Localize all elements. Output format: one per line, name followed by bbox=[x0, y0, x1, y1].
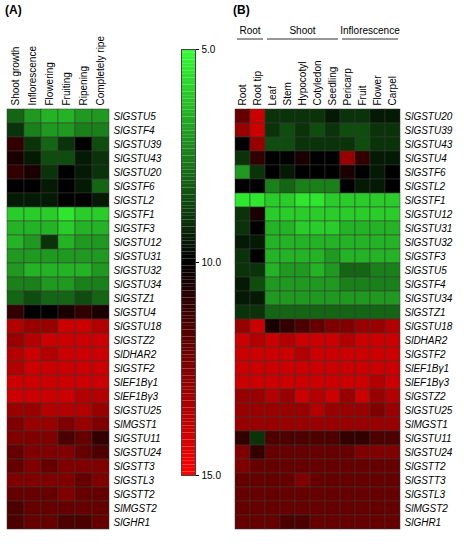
svg-text:SlGSTU20: SlGSTU20 bbox=[405, 111, 453, 122]
svg-text:SlMGST1: SlMGST1 bbox=[114, 419, 157, 430]
svg-text:Seedling: Seedling bbox=[327, 67, 338, 106]
svg-text:SlGSTL2: SlGSTL2 bbox=[114, 195, 155, 206]
svg-text:Root: Root bbox=[237, 84, 248, 105]
svg-text:Root tip: Root tip bbox=[252, 71, 263, 106]
svg-text:SlGSTU4: SlGSTU4 bbox=[405, 153, 448, 164]
svg-text:SlGSTU12: SlGSTU12 bbox=[114, 237, 162, 248]
svg-text:SlGSTF4: SlGSTF4 bbox=[114, 125, 156, 136]
svg-text:Fruiting: Fruiting bbox=[61, 72, 72, 105]
svg-text:SlGSTZ1: SlGSTZ1 bbox=[405, 307, 446, 318]
svg-text:SlGSTU5: SlGSTU5 bbox=[405, 265, 448, 276]
svg-text:SlGSTZ1: SlGSTZ1 bbox=[114, 293, 155, 304]
svg-text:SlGSTU32: SlGSTU32 bbox=[114, 265, 162, 276]
svg-text:Stem: Stem bbox=[282, 82, 293, 105]
svg-text:5.0: 5.0 bbox=[202, 44, 216, 55]
svg-text:Shoot: Shoot bbox=[289, 25, 315, 36]
html-text:(A): (A) bbox=[5, 3, 22, 17]
svg-text:15.0: 15.0 bbox=[202, 470, 222, 481]
svg-text:SlGSTF1: SlGSTF1 bbox=[405, 195, 446, 206]
svg-text:SlGSTU31: SlGSTU31 bbox=[405, 223, 453, 234]
svg-text:SlEF1Bγ1: SlEF1Bγ1 bbox=[405, 363, 449, 374]
svg-text:SlGSTU25: SlGSTU25 bbox=[405, 405, 453, 416]
svg-text:SlGSTU20: SlGSTU20 bbox=[114, 167, 162, 178]
svg-text:SlGSTL3: SlGSTL3 bbox=[114, 475, 155, 486]
svg-text:SlGSTU31: SlGSTU31 bbox=[114, 251, 162, 262]
svg-text:SlDHAR2: SlDHAR2 bbox=[405, 335, 448, 346]
svg-text:SlEF1Bγ3: SlEF1Bγ3 bbox=[405, 377, 450, 388]
svg-text:SlGSTU12: SlGSTU12 bbox=[405, 209, 453, 220]
svg-text:SlGSTU25: SlGSTU25 bbox=[114, 405, 162, 416]
svg-text:Completely ripe: Completely ripe bbox=[95, 36, 106, 106]
svg-text:SlGSTU24: SlGSTU24 bbox=[114, 447, 162, 458]
svg-text:Inflorescence: Inflorescence bbox=[340, 25, 400, 36]
svg-text:Shoot growth: Shoot growth bbox=[10, 47, 21, 106]
svg-text:SlGSTF3: SlGSTF3 bbox=[405, 251, 447, 262]
svg-text:Carpel: Carpel bbox=[387, 76, 398, 105]
svg-text:SlGSTU11: SlGSTU11 bbox=[114, 433, 161, 444]
svg-text:10.0: 10.0 bbox=[202, 257, 222, 268]
svg-text:Root: Root bbox=[239, 25, 260, 36]
svg-text:SlGSTT3: SlGSTT3 bbox=[405, 475, 447, 486]
svg-text:SlGSTT2: SlGSTT2 bbox=[405, 461, 447, 472]
svg-text:SlMGST2: SlMGST2 bbox=[114, 503, 158, 514]
svg-text:SlGSTU43: SlGSTU43 bbox=[114, 153, 162, 164]
svg-text:SlGSTT3: SlGSTT3 bbox=[114, 461, 156, 472]
svg-text:Cotyledon: Cotyledon bbox=[312, 60, 323, 105]
svg-text:SlGSTU34: SlGSTU34 bbox=[114, 279, 162, 290]
svg-text:SlGHR1: SlGHR1 bbox=[405, 517, 442, 528]
svg-text:SlGSTL2: SlGSTL2 bbox=[405, 181, 446, 192]
svg-text:SlGSTF4: SlGSTF4 bbox=[405, 279, 447, 290]
svg-text:Flower: Flower bbox=[372, 75, 383, 106]
svg-text:SlGSTU18: SlGSTU18 bbox=[114, 321, 162, 332]
svg-text:SlGSTU4: SlGSTU4 bbox=[114, 307, 157, 318]
svg-text:Fruit: Fruit bbox=[357, 85, 368, 105]
svg-text:SlGSTF6: SlGSTF6 bbox=[114, 181, 156, 192]
svg-text:SlGSTZ2: SlGSTZ2 bbox=[114, 335, 156, 346]
svg-text:SlGSTU39: SlGSTU39 bbox=[405, 125, 453, 136]
svg-text:Pericarp: Pericarp bbox=[342, 68, 353, 106]
svg-text:SlGSTF2: SlGSTF2 bbox=[405, 349, 447, 360]
svg-text:SlGSTU34: SlGSTU34 bbox=[405, 293, 453, 304]
svg-text:SlGSTZ2: SlGSTZ2 bbox=[405, 391, 447, 402]
svg-text:SlGHR1: SlGHR1 bbox=[114, 517, 151, 528]
svg-text:Flowering: Flowering bbox=[44, 62, 55, 105]
svg-text:Leaf: Leaf bbox=[267, 86, 278, 106]
svg-text:SlEF1Bγ3: SlEF1Bγ3 bbox=[114, 391, 159, 402]
svg-text:SlMGST2: SlMGST2 bbox=[405, 503, 449, 514]
svg-text:SlGSTT2: SlGSTT2 bbox=[114, 489, 156, 500]
svg-text:SlGSTF1: SlGSTF1 bbox=[114, 209, 155, 220]
svg-text:SlGSTU32: SlGSTU32 bbox=[405, 237, 453, 248]
svg-text:SlGSTU43: SlGSTU43 bbox=[405, 139, 453, 150]
svg-text:SlGSTF3: SlGSTF3 bbox=[114, 223, 156, 234]
svg-text:Hypocotyl: Hypocotyl bbox=[297, 62, 308, 106]
svg-text:SlGSTF2: SlGSTF2 bbox=[114, 363, 156, 374]
svg-text:SlGSTU11: SlGSTU11 bbox=[405, 433, 452, 444]
svg-text:SlDHAR2: SlDHAR2 bbox=[114, 349, 157, 360]
svg-text:SlGSTU39: SlGSTU39 bbox=[114, 139, 162, 150]
svg-text:SlMGST1: SlMGST1 bbox=[405, 419, 448, 430]
svg-text:SlEF1Bγ1: SlEF1Bγ1 bbox=[114, 377, 158, 388]
svg-text:SlGSTU24: SlGSTU24 bbox=[405, 447, 453, 458]
html-text:(B): (B) bbox=[233, 3, 250, 17]
svg-text:Ripening: Ripening bbox=[78, 66, 89, 105]
svg-text:SlGSTF6: SlGSTF6 bbox=[405, 167, 447, 178]
svg-text:SlGSTL3: SlGSTL3 bbox=[405, 489, 446, 500]
svg-text:SlGSTU18: SlGSTU18 bbox=[405, 321, 453, 332]
svg-text:SlGSTU5: SlGSTU5 bbox=[114, 111, 157, 122]
svg-text:Inflorescence: Inflorescence bbox=[27, 46, 38, 106]
